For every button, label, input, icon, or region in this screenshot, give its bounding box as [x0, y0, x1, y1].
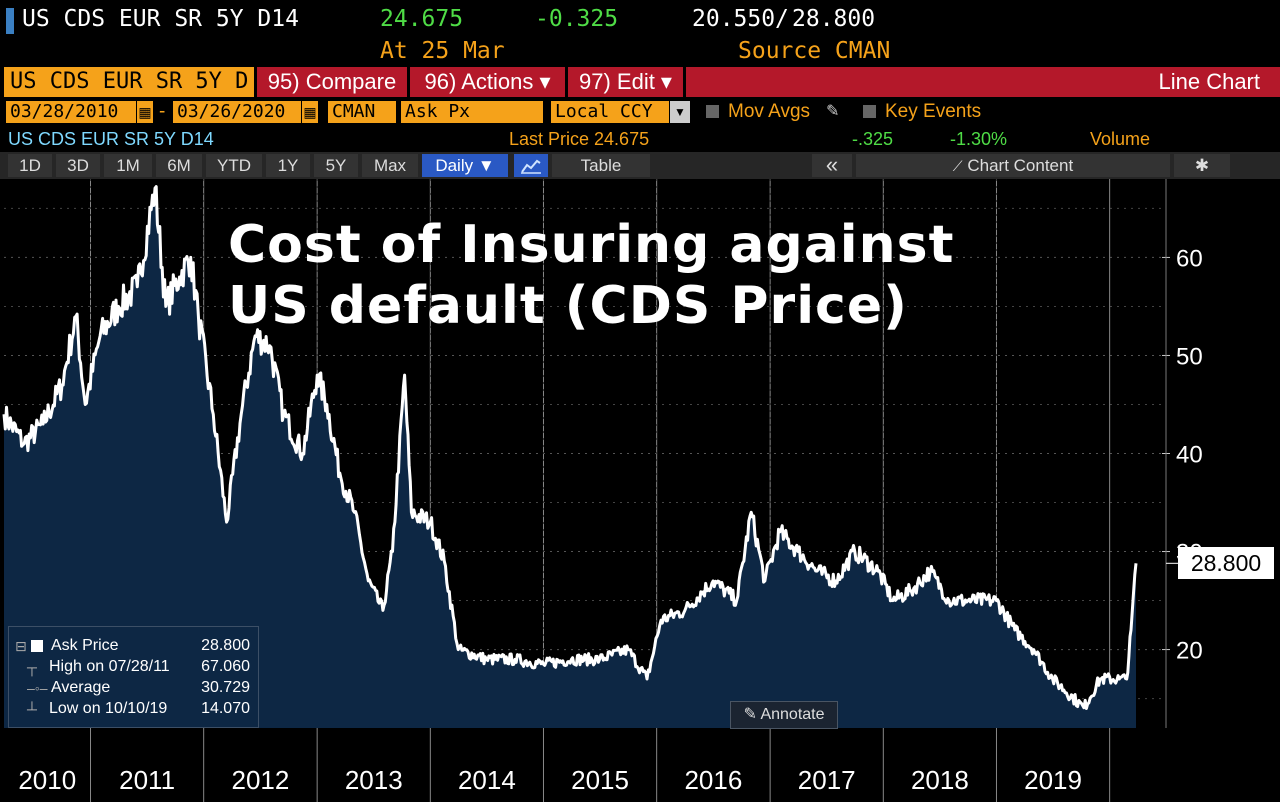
actions-menu[interactable]: 96) Actions ▾: [410, 67, 565, 97]
expand-icon[interactable]: ⊟: [15, 638, 27, 654]
key-events-label: Key Events: [885, 101, 982, 122]
quote-change: -0.325: [535, 6, 619, 32]
security-field[interactable]: US CDS EUR SR 5Y D: [4, 67, 254, 97]
period-1d[interactable]: 1D: [8, 154, 52, 177]
collapse-button[interactable]: «: [812, 154, 852, 177]
quote-ticker[interactable]: US CDS EUR SR 5Y D14: [22, 6, 299, 32]
chart-legend[interactable]: ⊟ Ask Price 28.800 ┬ High on 07/28/11 67…: [8, 626, 259, 728]
date-dash: -: [159, 101, 166, 122]
legend-row-high: ┬ High on 07/28/11 67.060: [9, 656, 258, 678]
legend-key: Low on 10/10/19: [49, 700, 168, 717]
legend-key: High on 07/28/11: [49, 658, 170, 675]
period-ytd[interactable]: YTD: [206, 154, 262, 177]
info-last-price: Last Price 24.675: [509, 129, 650, 149]
low-marker-icon: ┴: [27, 701, 37, 717]
compare-button[interactable]: 95) Compare: [257, 67, 407, 97]
pencil-icon[interactable]: ✎: [826, 103, 840, 120]
gear-icon[interactable]: ✱: [1174, 154, 1230, 177]
source-field[interactable]: CMAN: [328, 101, 396, 123]
quote-range-sep: /: [775, 6, 789, 32]
series-area: [4, 186, 1136, 729]
line-chart-glyph: [521, 159, 541, 174]
info-change: -.325: [852, 129, 894, 149]
start-date-field[interactable]: 03/28/2010: [6, 101, 136, 123]
high-marker-icon: ┬: [27, 659, 37, 675]
chevron-down-icon[interactable]: ▼: [670, 101, 690, 123]
legend-key: Ask Price: [51, 637, 119, 654]
x-tick-label: 2018: [911, 765, 969, 795]
x-tick-label: 2015: [571, 765, 629, 795]
x-tick-label: 2010: [18, 765, 76, 795]
x-tick-label: 2013: [345, 765, 403, 795]
edit-menu[interactable]: 97) Edit ▾: [568, 67, 683, 97]
view-title[interactable]: Line Chart: [686, 67, 1280, 97]
period-1y[interactable]: 1Y: [266, 154, 310, 177]
y-tick-label: 20: [1176, 638, 1203, 665]
quote-range-low: 20.550: [692, 6, 776, 32]
last-value-label: 28.800: [1178, 547, 1274, 580]
info-security: US CDS EUR SR 5Y D14: [8, 129, 214, 149]
annotate-label: Annotate: [760, 706, 825, 723]
table-button[interactable]: Table: [552, 154, 650, 177]
info-pct-change: -1.30%: [950, 129, 1008, 149]
legend-value: 14.070: [201, 700, 250, 717]
y-tick-label: 40: [1176, 442, 1203, 469]
info-row: US CDS EUR SR 5Y D14 Last Price 24.675 -…: [0, 127, 1280, 151]
chart-content-icon: ⟋: [952, 158, 963, 174]
y-tick-label: 60: [1176, 245, 1203, 272]
series-line: [2, 185, 1138, 710]
quote-range-high: 28.800: [792, 6, 876, 32]
average-marker-icon: –◦–: [27, 680, 48, 696]
chart-toolbar: 1D 3D 1M 6M YTD 1Y 5Y Max Daily ▼ Table …: [0, 152, 1280, 179]
frequency-dropdown[interactable]: Daily ▼: [422, 154, 508, 177]
legend-row-ask: ⊟ Ask Price 28.800: [9, 635, 258, 657]
x-tick-label: 2017: [798, 765, 856, 795]
annotate-button[interactable]: ✎ Annotate: [730, 701, 838, 729]
period-6m[interactable]: 6M: [156, 154, 202, 177]
period-max[interactable]: Max: [362, 154, 418, 177]
x-tick-label: 2014: [458, 765, 516, 795]
line-chart-icon[interactable]: [514, 154, 548, 177]
calendar-icon[interactable]: ▦: [137, 101, 153, 123]
field-select[interactable]: Ask Px: [401, 101, 543, 123]
chart-content-label: Chart Content: [967, 156, 1074, 175]
x-tick-label: 2011: [119, 765, 175, 795]
overlay-title-line-1: Cost of Insuring against: [228, 215, 955, 275]
mov-avgs-checkbox[interactable]: [706, 105, 719, 118]
calendar-icon[interactable]: ▦: [302, 101, 318, 123]
quote-source-label: Source CMAN: [738, 38, 891, 64]
y-tick-label: 50: [1176, 343, 1203, 370]
legend-value: 28.800: [201, 637, 250, 654]
quote-header: US CDS EUR SR 5Y D14 24.675 -0.325 20.55…: [0, 0, 1280, 66]
quote-at-label: At 25 Mar: [380, 38, 505, 64]
series-swatch: [31, 640, 43, 652]
end-date-field[interactable]: 03/26/2020: [173, 101, 301, 123]
currency-select[interactable]: Local CCY: [551, 101, 669, 123]
overlay-title-line-2: US default (CDS Price): [228, 276, 908, 336]
x-tick-label: 2012: [231, 765, 289, 795]
mov-avgs-label: Mov Avgs: [728, 101, 811, 122]
price-chart[interactable]: 2030405060201020112012201320142015201620…: [0, 179, 1280, 802]
x-tick-label: 2016: [684, 765, 742, 795]
period-1m[interactable]: 1M: [104, 154, 152, 177]
chart-canvas[interactable]: 2030405060201020112012201320142015201620…: [0, 179, 1280, 802]
security-marker: [6, 8, 14, 34]
info-volume: Volume: [1090, 129, 1151, 149]
overlay-title: Cost of Insuring against US default (CDS…: [228, 215, 954, 337]
period-5y[interactable]: 5Y: [314, 154, 358, 177]
x-tick-label: 2019: [1024, 765, 1082, 795]
legend-value: 67.060: [201, 658, 250, 675]
pencil-icon: ✎: [743, 706, 757, 723]
key-events-checkbox[interactable]: [863, 105, 876, 118]
command-bar: US CDS EUR SR 5Y D 95) Compare 96) Actio…: [0, 67, 1280, 97]
chart-content-button[interactable]: ⟋ Chart Content: [856, 154, 1170, 177]
legend-row-average: –◦– Average 30.729: [9, 677, 258, 699]
legend-key: Average: [51, 679, 111, 696]
period-3d[interactable]: 3D: [56, 154, 100, 177]
legend-value: 30.729: [201, 679, 250, 696]
legend-row-low: ┴ Low on 10/10/19 14.070: [9, 698, 258, 720]
quote-last: 24.675: [380, 6, 464, 32]
settings-row: 03/28/2010 ▦ - 03/26/2020 ▦ CMAN Ask Px …: [0, 99, 1280, 125]
